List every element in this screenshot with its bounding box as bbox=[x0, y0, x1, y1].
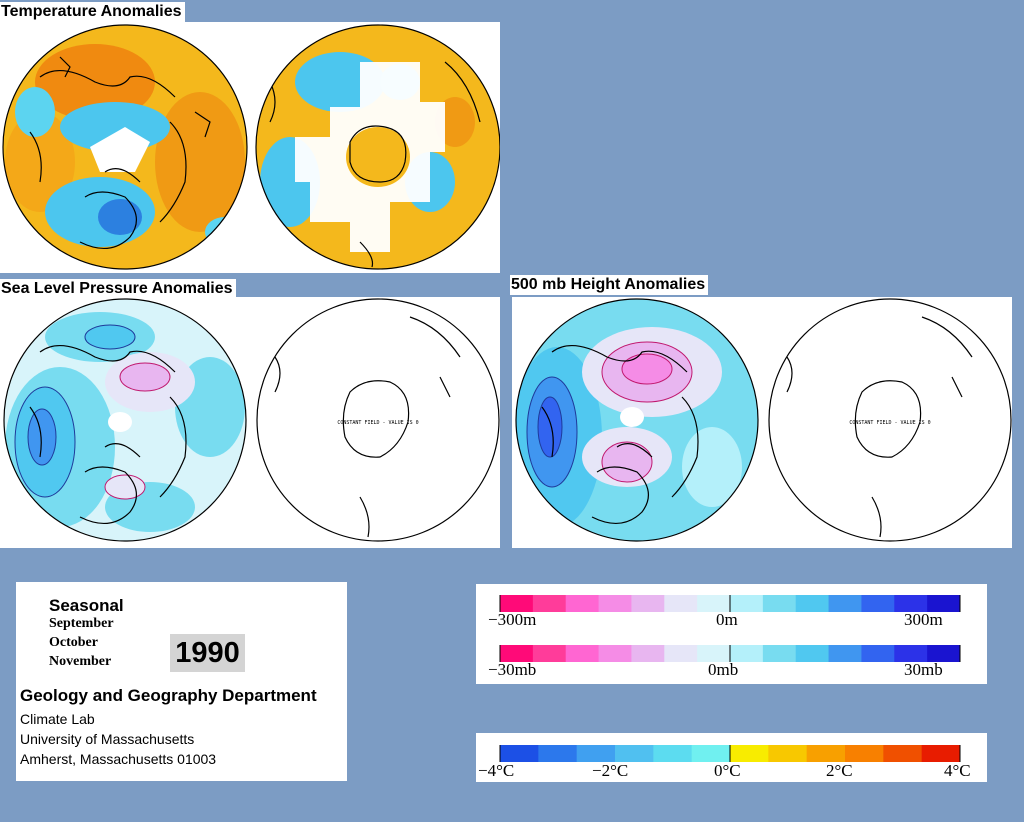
slp-anomalies-title: Sea Level Pressure Anomalies bbox=[0, 279, 236, 299]
height-colorbar-swatch bbox=[730, 595, 764, 612]
month-2: October bbox=[49, 635, 98, 650]
temperature-colorbar-swatch bbox=[806, 745, 846, 762]
year-badge: 1990 bbox=[170, 634, 245, 672]
temp-label-2: −2°C bbox=[592, 761, 629, 780]
temperature-legend: −4°C −2°C 0°C 2°C 4°C bbox=[476, 733, 987, 782]
temperature-maps-panel bbox=[0, 22, 500, 273]
temperature-colorbar-swatch bbox=[768, 745, 808, 762]
temperature-colorbar-swatch bbox=[653, 745, 693, 762]
southern-hemisphere-height500-map: CONSTANT FIELD - VALUE IS 0 bbox=[768, 298, 1012, 542]
slp-maps: CONSTANT FIELD - VALUE IS 0 bbox=[3, 298, 500, 542]
southern-hemisphere-slp-map: CONSTANT FIELD - VALUE IS 0 bbox=[256, 298, 500, 542]
pressure-colorbar-swatch bbox=[697, 645, 731, 662]
temperature-colorbar-swatch bbox=[845, 745, 884, 762]
temp-label-5: 4°C bbox=[944, 761, 971, 780]
pressure-colorbar-swatch bbox=[598, 645, 632, 662]
height500-anomalies-title: 500 mb Height Anomalies bbox=[510, 275, 709, 295]
month-3: November bbox=[49, 654, 112, 669]
pressure-min-label: −30mb bbox=[488, 660, 537, 679]
pressure-colorbar-swatch bbox=[762, 645, 797, 662]
address-line-2: University of Massachusetts bbox=[20, 731, 195, 747]
height-min-label: −300m bbox=[488, 610, 537, 629]
pressure-mid-label: 0mb bbox=[708, 660, 739, 679]
slp-maps-panel: CONSTANT FIELD - VALUE IS 0 bbox=[0, 297, 500, 548]
temp-label-1: −4°C bbox=[478, 761, 515, 780]
northern-hemisphere-height500-map bbox=[516, 299, 758, 541]
height-colorbar-swatch bbox=[532, 595, 567, 612]
temperature-maps bbox=[2, 24, 500, 270]
height-colorbar-swatch bbox=[500, 595, 534, 612]
pressure-colorbar-swatch bbox=[828, 645, 862, 662]
pressure-colorbar-swatch bbox=[500, 645, 534, 662]
height-colorbar-swatch bbox=[598, 595, 632, 612]
pressure-colorbar-swatch bbox=[894, 645, 928, 662]
height-colorbar-swatch bbox=[565, 595, 600, 612]
pressure-colorbar-swatch bbox=[532, 645, 567, 662]
northern-hemisphere-slp-map bbox=[4, 299, 246, 541]
height-pressure-legend: −300m 0m 300m −30mb 0mb 30mb bbox=[476, 584, 987, 684]
height-colorbar-swatch bbox=[762, 595, 797, 612]
pressure-colorbar bbox=[499, 645, 961, 662]
pressure-colorbar-swatch bbox=[730, 645, 764, 662]
temperature-colorbar-swatch bbox=[500, 745, 539, 762]
pressure-colorbar-swatch bbox=[795, 645, 830, 662]
address-line-1: Climate Lab bbox=[20, 711, 95, 727]
temperature-colorbar-swatch bbox=[576, 745, 616, 762]
height500-maps-panel: CONSTANT FIELD - VALUE IS 0 bbox=[512, 297, 1012, 548]
pressure-colorbar-swatch bbox=[664, 645, 698, 662]
height-max-label: 300m bbox=[904, 610, 943, 629]
temperature-colorbar-swatch bbox=[615, 745, 654, 762]
temperature-colorbar-swatch bbox=[883, 745, 923, 762]
temperature-colorbar-swatch bbox=[921, 745, 961, 762]
height-colorbar-swatch bbox=[795, 595, 830, 612]
address-line-3: Amherst, Massachusetts 01003 bbox=[20, 751, 217, 767]
temp-label-4: 2°C bbox=[826, 761, 853, 780]
month-1: September bbox=[49, 616, 114, 631]
pressure-colorbar-swatch bbox=[927, 645, 961, 662]
constant-field-label: CONSTANT FIELD - VALUE IS 0 bbox=[337, 420, 418, 426]
pressure-colorbar-swatch bbox=[861, 645, 895, 662]
department-name: Geology and Geography Department bbox=[20, 686, 317, 705]
temperature-colorbar-swatch bbox=[691, 745, 731, 762]
pressure-max-label: 30mb bbox=[904, 660, 943, 679]
temperature-colorbar bbox=[499, 745, 961, 762]
constant-field-label: CONSTANT FIELD - VALUE IS 0 bbox=[849, 420, 930, 426]
height-colorbar-swatch bbox=[631, 595, 665, 612]
height-colorbar-swatch bbox=[664, 595, 698, 612]
height500-maps: CONSTANT FIELD - VALUE IS 0 bbox=[515, 298, 1012, 542]
temperature-anomalies-title: Temperature Anomalies bbox=[0, 2, 185, 22]
height-colorbar-swatch bbox=[861, 595, 895, 612]
height-pressure-colorbars bbox=[499, 595, 961, 662]
temperature-colorbar-swatch bbox=[538, 745, 578, 762]
temp-label-3: 0°C bbox=[714, 761, 741, 780]
northern-hemisphere-temperature-map bbox=[3, 25, 247, 269]
info-box: Seasonal September October November 1990… bbox=[16, 582, 347, 781]
height-colorbar bbox=[499, 595, 961, 612]
pressure-colorbar-swatch bbox=[565, 645, 600, 662]
southern-hemisphere-temperature-map bbox=[256, 25, 500, 269]
height-colorbar-swatch bbox=[697, 595, 731, 612]
temperature-colorbar-svg bbox=[499, 745, 961, 762]
height-colorbar-swatch bbox=[828, 595, 862, 612]
season-label: Seasonal bbox=[49, 596, 124, 615]
height-colorbar-swatch bbox=[927, 595, 961, 612]
pressure-colorbar-swatch bbox=[631, 645, 665, 662]
height-colorbar-swatch bbox=[894, 595, 928, 612]
temperature-colorbar-swatch bbox=[730, 745, 769, 762]
height-mid-label: 0m bbox=[716, 610, 738, 629]
